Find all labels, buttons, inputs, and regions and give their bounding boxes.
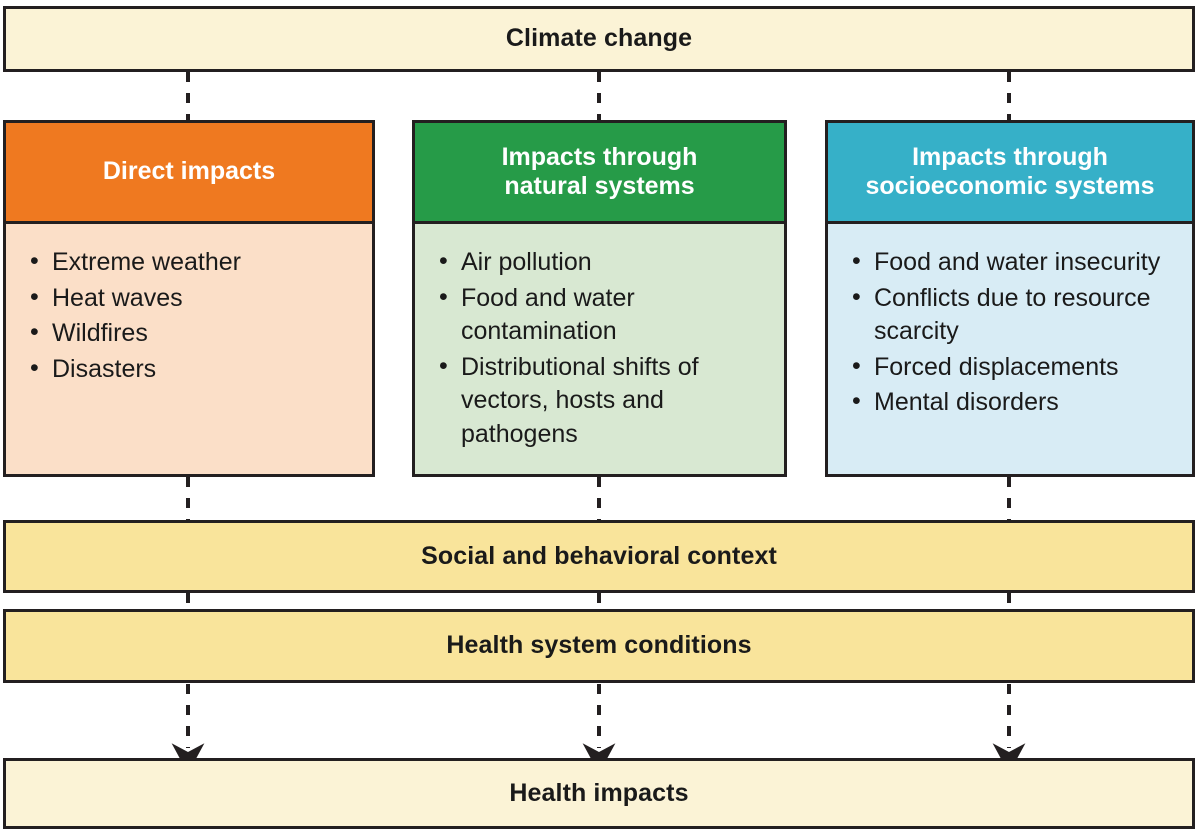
column-body-socioeconomic-systems: Food and water insecurity Conflicts due … — [825, 224, 1195, 477]
list-item: Heat waves — [26, 281, 358, 316]
list-item: Forced displacements — [848, 350, 1178, 385]
social-and-behavioral-context-bar: Social and behavioral context — [3, 520, 1195, 593]
health-impacts-bar: Health impacts — [3, 758, 1195, 829]
bullet-list-natural-systems: Air pollution Food and water contaminati… — [435, 245, 770, 452]
column-header-socioeconomic-systems: Impacts through socioeconomic systems — [825, 120, 1195, 224]
list-item: Disasters — [26, 352, 358, 387]
column-header-line-1: Impacts through — [501, 142, 698, 171]
column-socioeconomic-systems: Impacts through socioeconomic systems Fo… — [825, 120, 1195, 477]
column-header-label-direct-impacts: Direct impacts — [102, 157, 276, 186]
list-item: Food and water insecurity — [848, 245, 1178, 280]
column-header-label-socioeconomic-systems: Impacts through socioeconomic systems — [857, 143, 1162, 202]
list-item: Food and water contamination — [435, 281, 770, 349]
health-system-conditions-bar: Health system conditions — [3, 609, 1195, 683]
column-body-direct-impacts: Extreme weather Heat waves Wildfires Dis… — [3, 224, 375, 477]
social-and-behavioral-context-label: Social and behavioral context — [421, 541, 777, 570]
column-header-label-natural-systems: Impacts through natural systems — [494, 143, 706, 202]
column-body-natural-systems: Air pollution Food and water contaminati… — [412, 224, 787, 477]
health-impacts-label: Health impacts — [509, 778, 689, 807]
column-header-line-2: socioeconomic systems — [865, 172, 1155, 200]
list-item: Wildfires — [26, 316, 358, 351]
column-direct-impacts: Direct impacts Extreme weather Heat wave… — [3, 120, 375, 477]
column-header-line-1: Impacts through — [912, 142, 1108, 171]
list-item: Conflicts due to resource scarcity — [848, 281, 1178, 349]
bullet-list-direct-impacts: Extreme weather Heat waves Wildfires Dis… — [26, 245, 358, 387]
column-header-line-2: natural systems — [504, 172, 695, 200]
bullet-list-socioeconomic-systems: Food and water insecurity Conflicts due … — [848, 245, 1178, 420]
list-item: Mental disorders — [848, 385, 1178, 420]
health-system-conditions-label: Health system conditions — [446, 631, 752, 660]
climate-change-bar: Climate change — [3, 6, 1195, 72]
column-header-natural-systems: Impacts through natural systems — [412, 120, 787, 224]
column-header-direct-impacts: Direct impacts — [3, 120, 375, 224]
list-item: Extreme weather — [26, 245, 358, 280]
list-item: Distributional shifts of vectors, hosts … — [435, 350, 770, 452]
list-item: Air pollution — [435, 245, 770, 280]
column-natural-systems: Impacts through natural systems Air poll… — [412, 120, 787, 477]
climate-change-label: Climate change — [505, 24, 693, 53]
